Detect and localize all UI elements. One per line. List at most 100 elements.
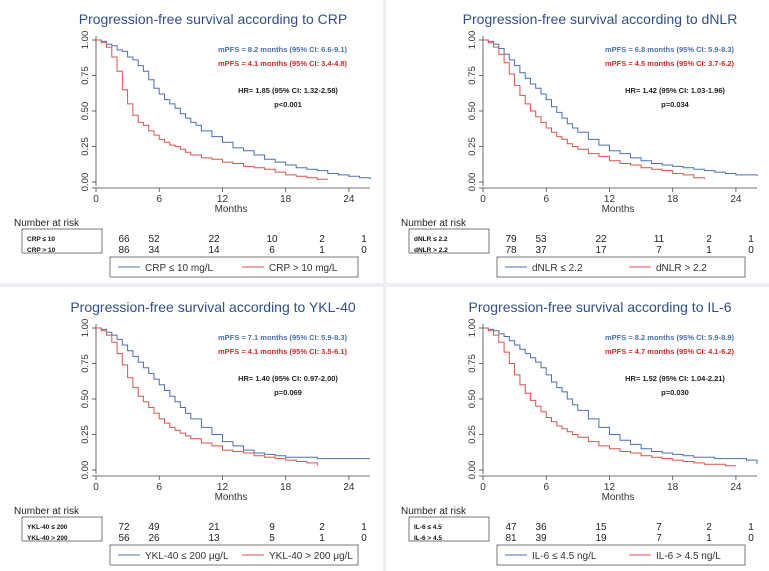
- risk-count: 79: [505, 234, 517, 245]
- risk-count: 53: [535, 234, 547, 245]
- y-tick-label: 1.00: [80, 31, 91, 50]
- risk-count: 0: [361, 245, 367, 256]
- x-tick-label: 24: [730, 482, 742, 493]
- risk-count: 0: [361, 533, 367, 544]
- x-tick-label: 12: [217, 194, 229, 205]
- x-axis-label: Months: [215, 492, 248, 503]
- risk-row-label: dNLR > 2.2: [414, 247, 448, 254]
- risk-count: 6: [269, 245, 275, 256]
- risk-row-label: YKL-40 ≤ 200: [27, 524, 68, 531]
- risk-count: 49: [148, 522, 160, 533]
- risk-count: 36: [535, 522, 547, 533]
- chart-title: Progression-free survival according to I…: [468, 299, 731, 315]
- x-tick-label: 6: [156, 482, 162, 493]
- y-tick-label: 0.50: [80, 390, 91, 409]
- x-axis-label: Months: [602, 492, 635, 503]
- risk-count: 15: [595, 522, 607, 533]
- p-value-annotation: p=0.069: [274, 388, 302, 397]
- legend-label-high: YKL-40 > 200 μg/L: [269, 551, 353, 562]
- x-tick-label: 18: [667, 482, 679, 493]
- legend-label-low: dNLR ≤ 2.2: [532, 263, 583, 274]
- risk-count: 10: [266, 234, 278, 245]
- legend-box: [496, 256, 746, 278]
- y-tick-label: 0.25: [80, 425, 91, 444]
- risk-count: 78: [505, 245, 517, 256]
- km-panel-ykl40: Progression-free survival according to Y…: [0, 288, 381, 570]
- x-tick-label: 18: [280, 482, 292, 493]
- risk-table-header: Number at risk: [14, 506, 80, 517]
- km-chart-svg: Progression-free survival according to C…: [14, 11, 371, 278]
- y-tick-label: 0.75: [80, 354, 91, 373]
- x-tick-label: 24: [730, 194, 742, 205]
- legend-label-high: IL-6 > 4.5 ng/L: [656, 551, 721, 562]
- x-axis-label: Months: [215, 204, 248, 215]
- km-chart-svg: Progression-free survival according to Y…: [14, 299, 370, 566]
- legend-label-low: IL-6 ≤ 4.5 ng/L: [532, 551, 597, 562]
- km-panel-il6: Progression-free survival according to I…: [387, 288, 768, 570]
- y-tick-label: 1.00: [467, 319, 478, 338]
- risk-count: 11: [654, 234, 665, 245]
- x-tick-label: 0: [480, 194, 486, 205]
- risk-count: 0: [748, 245, 754, 256]
- risk-count: 17: [595, 245, 607, 256]
- chart-title: Progression-free survival according to Y…: [70, 299, 356, 315]
- risk-row-label: CRP ≤ 10: [27, 236, 55, 243]
- x-tick-label: 12: [217, 482, 229, 493]
- risk-count: 9: [269, 522, 275, 533]
- mpfs-high-annotation: mPFS = 4.7 months (95% CI: 4.1-6.2): [605, 347, 735, 356]
- risk-count: 47: [505, 522, 517, 533]
- risk-count: 1: [706, 533, 712, 544]
- y-tick-label: 0.50: [467, 102, 478, 121]
- risk-count: 1: [361, 234, 367, 245]
- risk-count: 14: [208, 245, 220, 256]
- risk-count: 26: [148, 533, 160, 544]
- risk-table-label-box: [21, 516, 103, 542]
- hazard-ratio-annotation: HR= 1.42 (95% CI: 1.03-1.96): [625, 86, 725, 95]
- x-tick-label: 6: [543, 482, 549, 493]
- risk-count: 1: [706, 245, 712, 256]
- hazard-ratio-annotation: HR= 1.85 (95% CI: 1.32-2.58): [238, 86, 338, 95]
- y-tick-label: 1.00: [467, 31, 478, 50]
- risk-row-label: CRP > 10: [27, 247, 56, 254]
- risk-count: 37: [535, 245, 547, 256]
- risk-table-label-box: [408, 228, 490, 254]
- risk-count: 1: [319, 245, 325, 256]
- hazard-ratio-annotation: HR= 1.40 (95% CI: 0.97-2.00): [238, 374, 338, 383]
- risk-count: 22: [595, 234, 607, 245]
- p-value-annotation: p<0.001: [274, 100, 302, 109]
- legend-box: [496, 544, 746, 566]
- risk-count: 5: [269, 533, 275, 544]
- y-tick-label: 0.00: [80, 461, 91, 480]
- y-tick-label: 0.75: [467, 354, 478, 373]
- km-curve-low: [96, 327, 370, 460]
- risk-count: 2: [319, 522, 325, 533]
- mpfs-high-annotation: mPFS = 4.5 months (95% CI: 3.7-6.2): [605, 59, 735, 68]
- p-value-annotation: p=0.030: [661, 388, 689, 397]
- risk-count: 2: [706, 522, 712, 533]
- legend-label-low: CRP ≤ 10 mg/L: [145, 263, 214, 274]
- risk-count: 7: [656, 522, 662, 533]
- p-value-annotation: p=0.034: [661, 100, 690, 109]
- y-tick-label: 0.75: [467, 66, 478, 85]
- x-tick-label: 12: [604, 482, 616, 493]
- risk-count: 2: [319, 234, 325, 245]
- chart-title: Progression-free survival according to C…: [79, 11, 347, 27]
- mpfs-low-annotation: mPFS = 8.2 months (95% CI: 6.6-9.1): [218, 45, 348, 54]
- risk-count: 81: [505, 533, 517, 544]
- risk-count: 2: [706, 234, 712, 245]
- km-curve-high: [96, 39, 328, 180]
- legend-box: [109, 256, 359, 278]
- chart-title: Progression-free survival according to d…: [463, 11, 738, 27]
- km-panel-dnlr: Progression-free survival according to d…: [387, 0, 768, 282]
- y-tick-label: 0.25: [467, 425, 478, 444]
- risk-count: 39: [535, 533, 547, 544]
- risk-table-label-box: [408, 516, 490, 542]
- legend-label-high: dNLR > 2.2: [656, 263, 707, 274]
- legend-box: [109, 544, 359, 566]
- x-tick-label: 6: [543, 194, 549, 205]
- risk-table-header: Number at risk: [401, 218, 467, 229]
- mpfs-low-annotation: mPFS = 6.8 months (95% CI: 5.9-8.3): [605, 45, 735, 54]
- risk-table-header: Number at risk: [401, 506, 467, 517]
- risk-count: 13: [208, 533, 220, 544]
- km-curve-low: [483, 39, 758, 177]
